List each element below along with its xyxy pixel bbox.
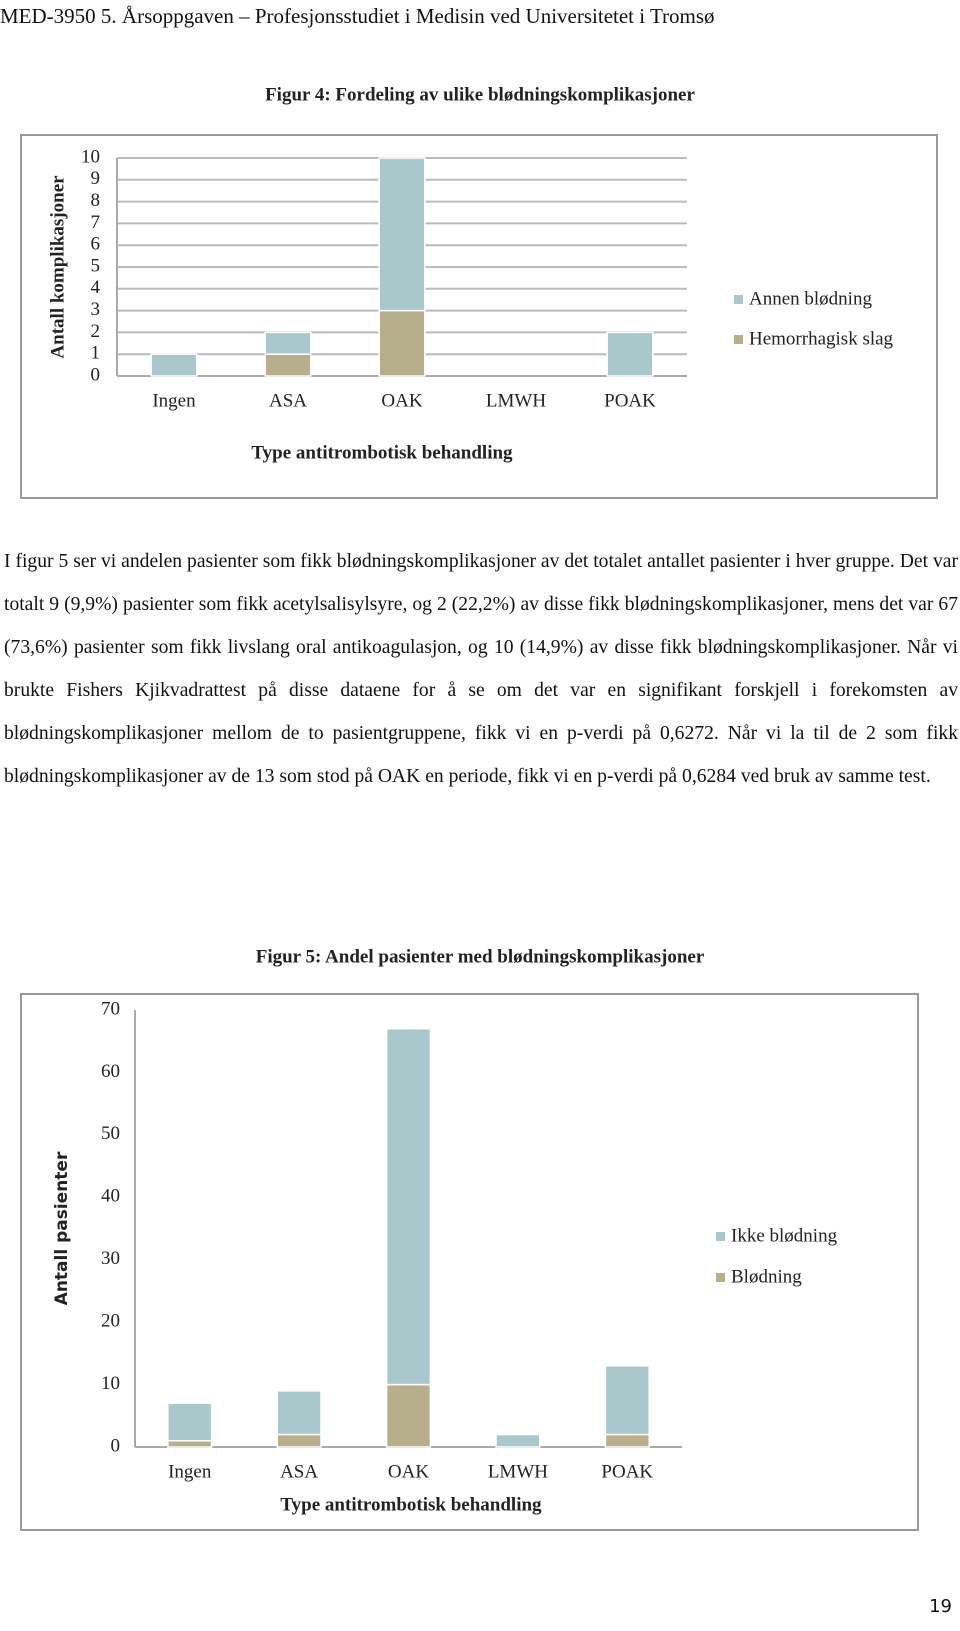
bar-segment xyxy=(378,157,426,312)
legend-label: Blødning xyxy=(731,1266,802,1287)
legend-label: Hemorrhagisk slag xyxy=(749,328,894,349)
x-tick-label: Ingen xyxy=(152,390,196,411)
x-tick-label: LMWH xyxy=(488,1461,548,1482)
bar-segment xyxy=(167,1402,213,1442)
bar-segment xyxy=(264,353,312,377)
legend-swatch xyxy=(716,1273,725,1282)
x-tick-label: OAK xyxy=(388,1461,429,1482)
bar-segment xyxy=(276,1390,322,1436)
bar-segment xyxy=(264,331,312,355)
bar-segment xyxy=(276,1433,322,1448)
x-tick-label: ASA xyxy=(280,1461,318,1482)
bar-segment xyxy=(378,309,426,377)
y-tick-label: 5 xyxy=(91,255,101,276)
page-number: 19 xyxy=(929,1596,952,1617)
x-tick-label: POAK xyxy=(601,1461,653,1482)
figure-frame xyxy=(20,134,938,499)
figure-frame xyxy=(20,993,919,1531)
bar-segment xyxy=(606,331,654,377)
x-tick-label: ASA xyxy=(269,390,307,411)
bar-segment xyxy=(385,1027,432,1386)
y-tick-label: 3 xyxy=(91,299,101,320)
y-axis-label: Antall komplikasjoner xyxy=(47,175,68,359)
x-axis-label: Type antitrombotisk behandling xyxy=(280,1494,542,1515)
bar-segment xyxy=(167,1440,213,1448)
y-tick-label: 1 xyxy=(91,343,101,364)
bar-segment xyxy=(495,1433,541,1448)
bar-segment xyxy=(604,1433,650,1448)
legend-swatch xyxy=(734,335,743,344)
y-axis-label: Antall pasienter xyxy=(52,1151,72,1305)
body-paragraph: I figur 5 ser vi andelen pasienter som f… xyxy=(4,551,958,787)
y-tick-label: 2 xyxy=(91,321,101,342)
x-tick-label: Ingen xyxy=(168,1461,212,1482)
running-header: MED-3950 5. Årsoppgaven – Profesjonsstud… xyxy=(0,4,715,28)
legend-swatch xyxy=(734,295,743,304)
y-tick-label: 8 xyxy=(91,190,101,211)
y-tick-label: 10 xyxy=(101,1373,120,1394)
y-tick-label: 50 xyxy=(101,1123,120,1144)
y-tick-label: 4 xyxy=(91,277,101,298)
bar-segment xyxy=(150,353,198,377)
y-tick-label: 6 xyxy=(91,234,101,255)
y-tick-label: 9 xyxy=(91,168,101,189)
y-tick-label: 10 xyxy=(81,146,100,167)
y-tick-label: 0 xyxy=(91,364,101,385)
y-tick-label: 30 xyxy=(101,1248,120,1269)
y-tick-label: 7 xyxy=(91,212,101,233)
y-tick-label: 60 xyxy=(101,1061,120,1082)
legend-swatch xyxy=(716,1232,725,1241)
y-tick-label: 40 xyxy=(101,1186,120,1207)
x-tick-label: LMWH xyxy=(486,390,546,411)
bar-segment xyxy=(604,1365,650,1436)
legend-label: Annen blødning xyxy=(749,288,872,309)
y-tick-label: 0 xyxy=(111,1435,121,1456)
chart-title: Figur 5: Andel pasienter med blødningsko… xyxy=(256,946,705,967)
chart-title: Figur 4: Fordeling av ulike blødningskom… xyxy=(265,84,695,105)
bar-segment xyxy=(385,1383,432,1448)
y-tick-label: 20 xyxy=(101,1311,120,1332)
x-axis-label: Type antitrombotisk behandling xyxy=(251,442,513,463)
x-tick-label: OAK xyxy=(381,390,422,411)
legend-label: Ikke blødning xyxy=(731,1225,838,1246)
y-tick-label: 70 xyxy=(101,998,120,1019)
x-tick-label: POAK xyxy=(604,390,656,411)
